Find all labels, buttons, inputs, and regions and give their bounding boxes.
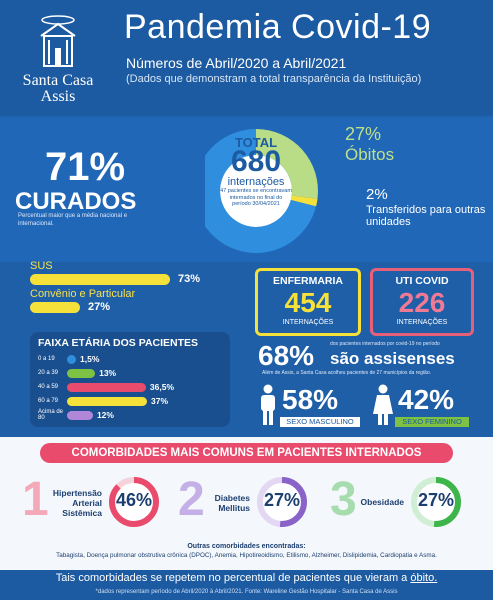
faixa-age-label: 20 a 39: [38, 369, 59, 376]
footer-statement: Tais comorbidades se repetem no percentu…: [0, 572, 493, 584]
curados-percent: 71%: [45, 145, 126, 189]
male-percent: 58%: [282, 384, 339, 415]
sus-bar: [30, 273, 170, 285]
enfermaria-card: ENFERMARIA 454 INTERNAÇÕES: [255, 268, 361, 336]
assisenses-label: são assisenses: [330, 349, 455, 368]
enfermaria-value: 454: [284, 287, 332, 318]
male-label: SEXO MASCULINO: [280, 417, 360, 427]
outras-comorbidades-list: Tabagista, Doença pulmonar obstrutiva cr…: [56, 552, 437, 559]
faixa-value: 37%: [151, 396, 169, 406]
period-subtitle: Números de Abril/2020 a Abril/2021: [126, 55, 347, 71]
faixa-bar: [67, 368, 96, 378]
donut-slice-transferidos: [290, 195, 318, 207]
comorbidade-3-value: 27%: [417, 490, 455, 510]
enfermaria-title: ENFERMARIA: [273, 275, 343, 287]
faixa-age-label: Acima de 80: [38, 408, 64, 422]
comorbidade-3-label: Obesidade: [360, 497, 404, 507]
footer-statement-link: óbito.: [410, 572, 438, 584]
faixa-etaria-panel: [30, 332, 230, 427]
female-label: SEXO FEMININO: [395, 417, 469, 427]
faixa-value: 1,5%: [80, 354, 100, 364]
logo-name-line2: Assis: [40, 88, 76, 105]
footer-band: [0, 570, 493, 600]
curados-label: CURADOS: [15, 188, 137, 215]
transferidos-label: Transferidos para outras unidades: [366, 204, 486, 228]
faixa-value: 12%: [96, 410, 114, 420]
donut-slice-curados: [205, 129, 317, 253]
faixa-bar: [67, 354, 76, 364]
uti-value: 226: [398, 287, 446, 318]
faixa-etaria-title: FAIXA ETÁRIA DOS PACIENTES: [38, 337, 199, 349]
outras-comorbidades-title: Outras comorbidades encontradas:: [187, 543, 306, 550]
comorbidade-1-label: Hipertensão Arterial Sistêmica: [52, 488, 102, 518]
center-total-label: TOTAL: [234, 135, 278, 150]
footer-statement-text: Tais comorbidades se repetem no percentu…: [55, 572, 411, 584]
obitos-percent: 27%: [345, 124, 382, 144]
faixa-value: 36,5%: [149, 382, 175, 392]
obitos-label: Óbitos: [345, 145, 395, 164]
uti-card: UTI COVID 226 INTERNAÇÕES: [370, 268, 474, 336]
comorbidade-ring-fill: [257, 477, 307, 527]
donut-slice-obitos: [256, 129, 318, 199]
header-band: [0, 0, 493, 115]
assisenses-region-note: Além de Assis, a Santa Casa acolheu paci…: [262, 370, 431, 376]
convenio-bar: [30, 301, 80, 313]
logo-name-line1: Santa Casa: [22, 72, 94, 89]
center-total-value: 680: [230, 145, 282, 178]
sus-label: SUS: [30, 260, 53, 272]
faixa-row: Acima de 80 12%: [38, 408, 228, 422]
period-note: (Dados que demonstram a total transparên…: [126, 73, 422, 85]
faixa-row: 20 a 39 13%: [38, 366, 228, 380]
comorbidade-ring-fill: [109, 477, 159, 527]
page-title: Pandemia Covid-19: [124, 8, 432, 46]
comorbidade-3-ring: [411, 477, 461, 527]
male-icon: [261, 384, 275, 425]
uti-sub: INTERNAÇÕES: [396, 319, 448, 326]
female-percent: 42%: [398, 384, 455, 415]
comorbidade-3-number: 3: [330, 473, 357, 526]
faixa-bar: [67, 410, 93, 420]
comorbidade-2-label: Diabetes Mellitus: [214, 493, 250, 513]
comorbidade-1-value: 46%: [115, 490, 153, 510]
female-icon: [373, 384, 393, 425]
sus-value: 73%: [178, 273, 201, 285]
outcome-donut: [205, 129, 318, 253]
comorbidades-title: COMORBIDADES MAIS COMUNS EM PACIENTES IN…: [71, 447, 422, 459]
comorbidade-ring-fill: [411, 477, 461, 527]
faixa-value: 13%: [99, 368, 117, 378]
faixa-age-label: 0 a 19: [38, 355, 55, 362]
convenio-label: Convênio e Particular: [30, 288, 136, 300]
faixa-age-label: 60 a 79: [38, 397, 59, 404]
center-total-unit: internações: [227, 176, 285, 188]
enfermaria-sub: INTERNAÇÕES: [282, 319, 334, 326]
faixa-bar: [67, 382, 146, 392]
faixa-bar: [67, 396, 147, 406]
assisenses-percent: 68%: [258, 340, 315, 371]
faixa-etaria-rows: 0 a 19 1,5% 20 a 39 13% 40 a 59 36,5% 60 a 79 3…: [38, 352, 228, 422]
comorbidade-1-number: 1: [22, 473, 49, 526]
comorbidade-2-ring: [257, 477, 307, 527]
comorbidades-title-pill: [40, 443, 453, 463]
footer-source-note: *dados representam período de Abril/2020…: [95, 589, 398, 595]
chapel-icon: [40, 15, 76, 67]
convenio-value: 27%: [88, 301, 111, 313]
comorbidade-1-ring: [109, 477, 159, 527]
payer-breakdown: SUS 73% Convênio e Particular 27%: [30, 260, 470, 313]
uti-title: UTI COVID: [395, 275, 449, 287]
faixa-age-label: 40 a 59: [38, 383, 59, 390]
assisenses-note: dos pacientes internados por covid-19 no…: [330, 341, 440, 347]
transferidos-percent: 2%: [366, 186, 388, 203]
faixa-row: 0 a 19 1,5%: [38, 352, 228, 366]
faixa-row: 40 a 59 36,5%: [38, 380, 228, 394]
faixa-row: 60 a 79 37%: [38, 394, 228, 408]
santa-casa-logo: Santa Casa Assis: [18, 12, 98, 107]
curados-note: Percentual maior que a média nacional e …: [18, 213, 128, 227]
comorbidade-2-value: 27%: [263, 490, 301, 510]
center-note: 47 pacientes se encontravam internados n…: [220, 188, 292, 207]
comorbidade-2-number: 2: [178, 473, 205, 526]
